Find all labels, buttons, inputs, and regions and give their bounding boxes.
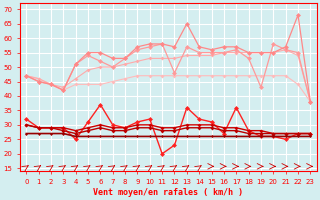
X-axis label: Vent moyen/en rafales ( km/h ): Vent moyen/en rafales ( km/h ) [93,188,243,197]
